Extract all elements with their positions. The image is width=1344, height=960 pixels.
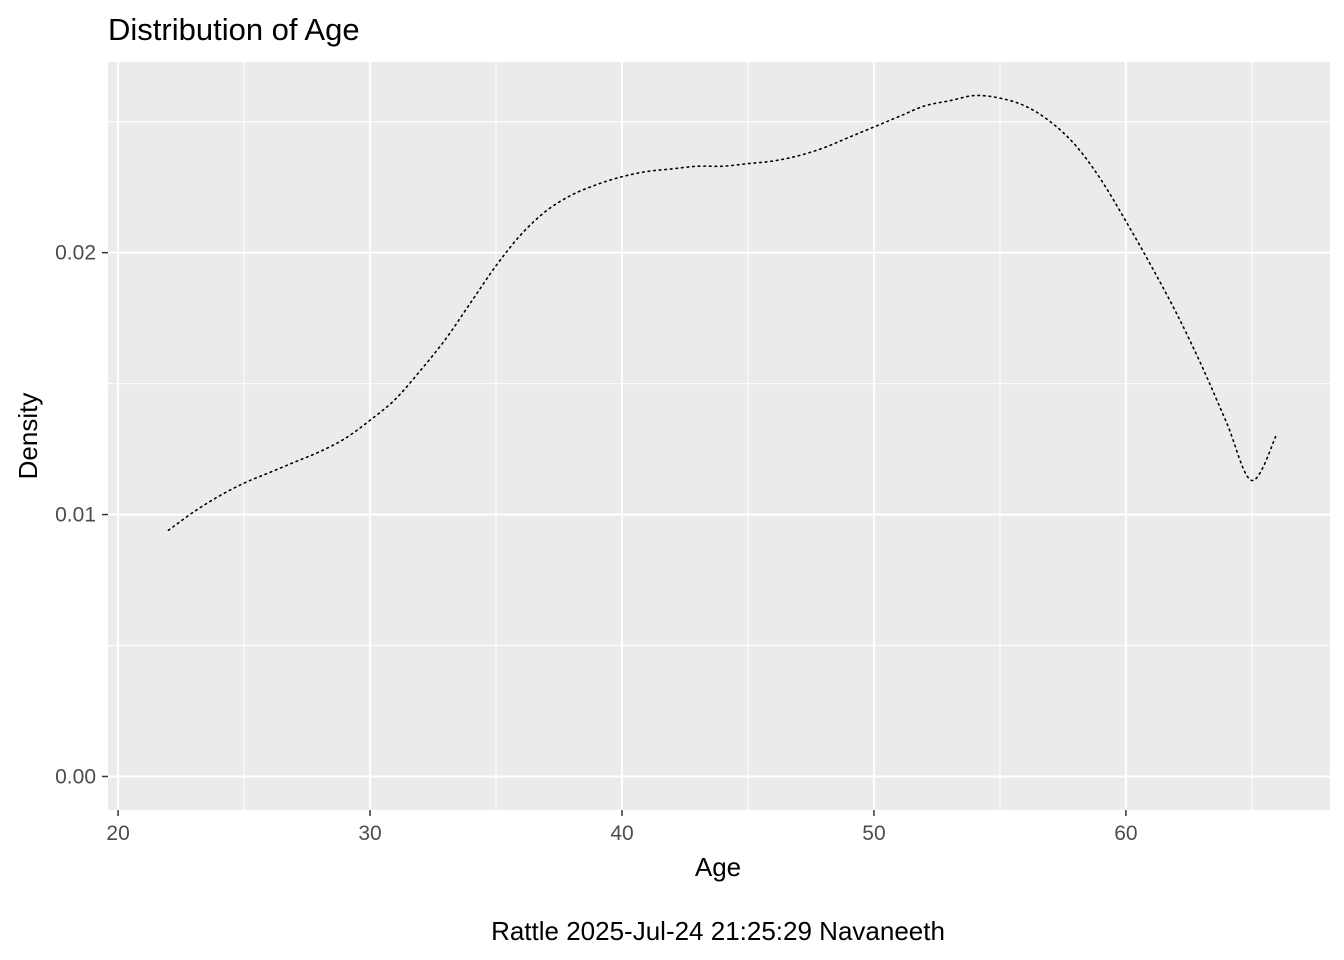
y-tick-label: 0.00 xyxy=(55,765,96,788)
x-tick-label: 40 xyxy=(610,822,633,845)
plot-background xyxy=(108,62,1330,810)
x-axis-title: Age xyxy=(695,852,741,882)
x-tick-label: 50 xyxy=(862,822,885,845)
chart-caption: Rattle 2025-Jul-24 21:25:29 Navaneeth xyxy=(491,916,945,946)
major-gridlines xyxy=(108,62,1330,810)
y-axis: 0.00 0.01 0.02 xyxy=(55,242,108,788)
y-tick-label: 0.02 xyxy=(55,242,96,265)
x-tick-label: 20 xyxy=(106,822,129,845)
density-line xyxy=(167,94,1278,532)
minor-gridlines xyxy=(108,62,1330,810)
x-tick-label: 30 xyxy=(358,822,381,845)
chart-title: Distribution of Age xyxy=(108,12,360,47)
series-layer xyxy=(167,94,1278,532)
y-axis-title: Density xyxy=(13,393,43,480)
x-tick-label: 60 xyxy=(1114,822,1137,845)
y-tick-label: 0.01 xyxy=(55,504,96,527)
x-axis: 20 30 40 50 60 xyxy=(106,810,1138,845)
